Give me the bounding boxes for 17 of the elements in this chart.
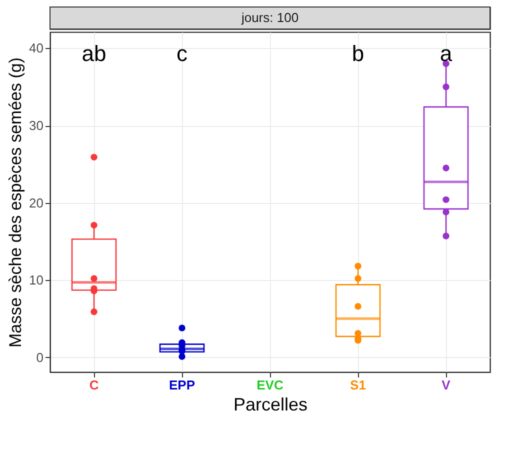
chart-title: jours: 100	[240, 10, 299, 25]
annotation: a	[440, 41, 453, 66]
x-tick-label: S1	[350, 378, 366, 392]
y-tick-label: 10	[29, 272, 44, 288]
y-tick-label: 0	[36, 350, 44, 365]
annotation: ab	[82, 41, 106, 66]
x-tick-label: EPP	[168, 378, 196, 392]
x-tick-label: EVC	[256, 378, 284, 392]
y-tick-label: 20	[29, 195, 44, 210]
annotation: b	[352, 41, 364, 66]
x-tick-label: C	[89, 378, 100, 392]
annotation: c	[176, 41, 188, 66]
y-axis-title: Masse sèche des espèces semées (g)	[6, 57, 26, 348]
y-tick-label: 30	[29, 118, 44, 133]
y-tick-label: 40	[29, 40, 44, 56]
x-axis-title: Parcelles	[233, 394, 308, 414]
x-tick-label: V	[442, 378, 451, 392]
